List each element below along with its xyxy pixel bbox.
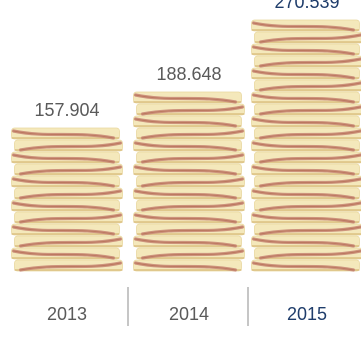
bars-layer [11,19,361,272]
bar-2013 [11,127,123,272]
bar-2015 [251,19,361,272]
x-axis-ticks: 2013 2014 2015 [47,304,327,324]
value-label-2014: 188.648 [156,64,221,84]
value-label-2015: 270.539 [274,0,339,12]
x-tick-label-2014: 2014 [169,304,209,324]
dividers-layer [127,287,249,326]
value-label-2013: 157.904 [34,100,99,120]
bar-2014 [133,91,245,272]
value-labels-layer: 157.904 188.648 270.539 [34,0,339,120]
x-tick-label-2013: 2013 [47,304,87,324]
x-tick-label-2015: 2015 [287,304,327,324]
